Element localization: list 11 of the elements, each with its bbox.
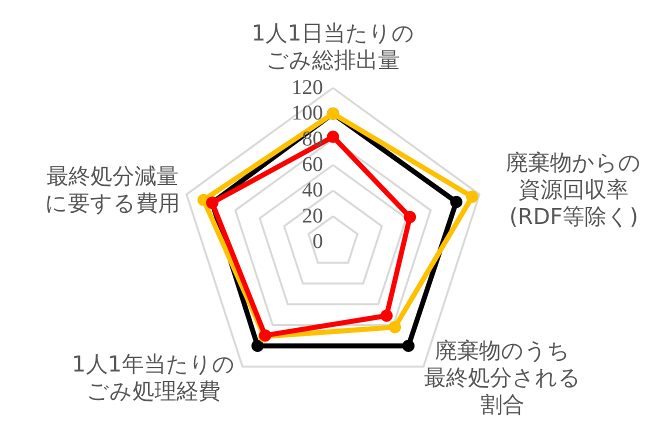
spoke-label: 廃棄物からの資源回収率(RDF等除く) <box>506 151 642 230</box>
spoke-label: 最終処分減量に要する費用 <box>45 164 180 217</box>
y-tick-label: 40 <box>302 178 323 202</box>
y-tick-label: 0 <box>312 229 323 253</box>
spoke-label: 廃棄物のうち最終処分される割合 <box>424 338 582 418</box>
y-tick-label: 120 <box>292 75 323 99</box>
spoke-label: 1人1日当たりのごみ総排出量 <box>252 22 414 74</box>
spoke-label: 1人1年当たりのごみ処理経費 <box>72 352 235 404</box>
y-tick-label: 20 <box>302 203 323 228</box>
y-tick-label: 100 <box>292 100 323 125</box>
y-tick-label: 60 <box>302 152 323 176</box>
